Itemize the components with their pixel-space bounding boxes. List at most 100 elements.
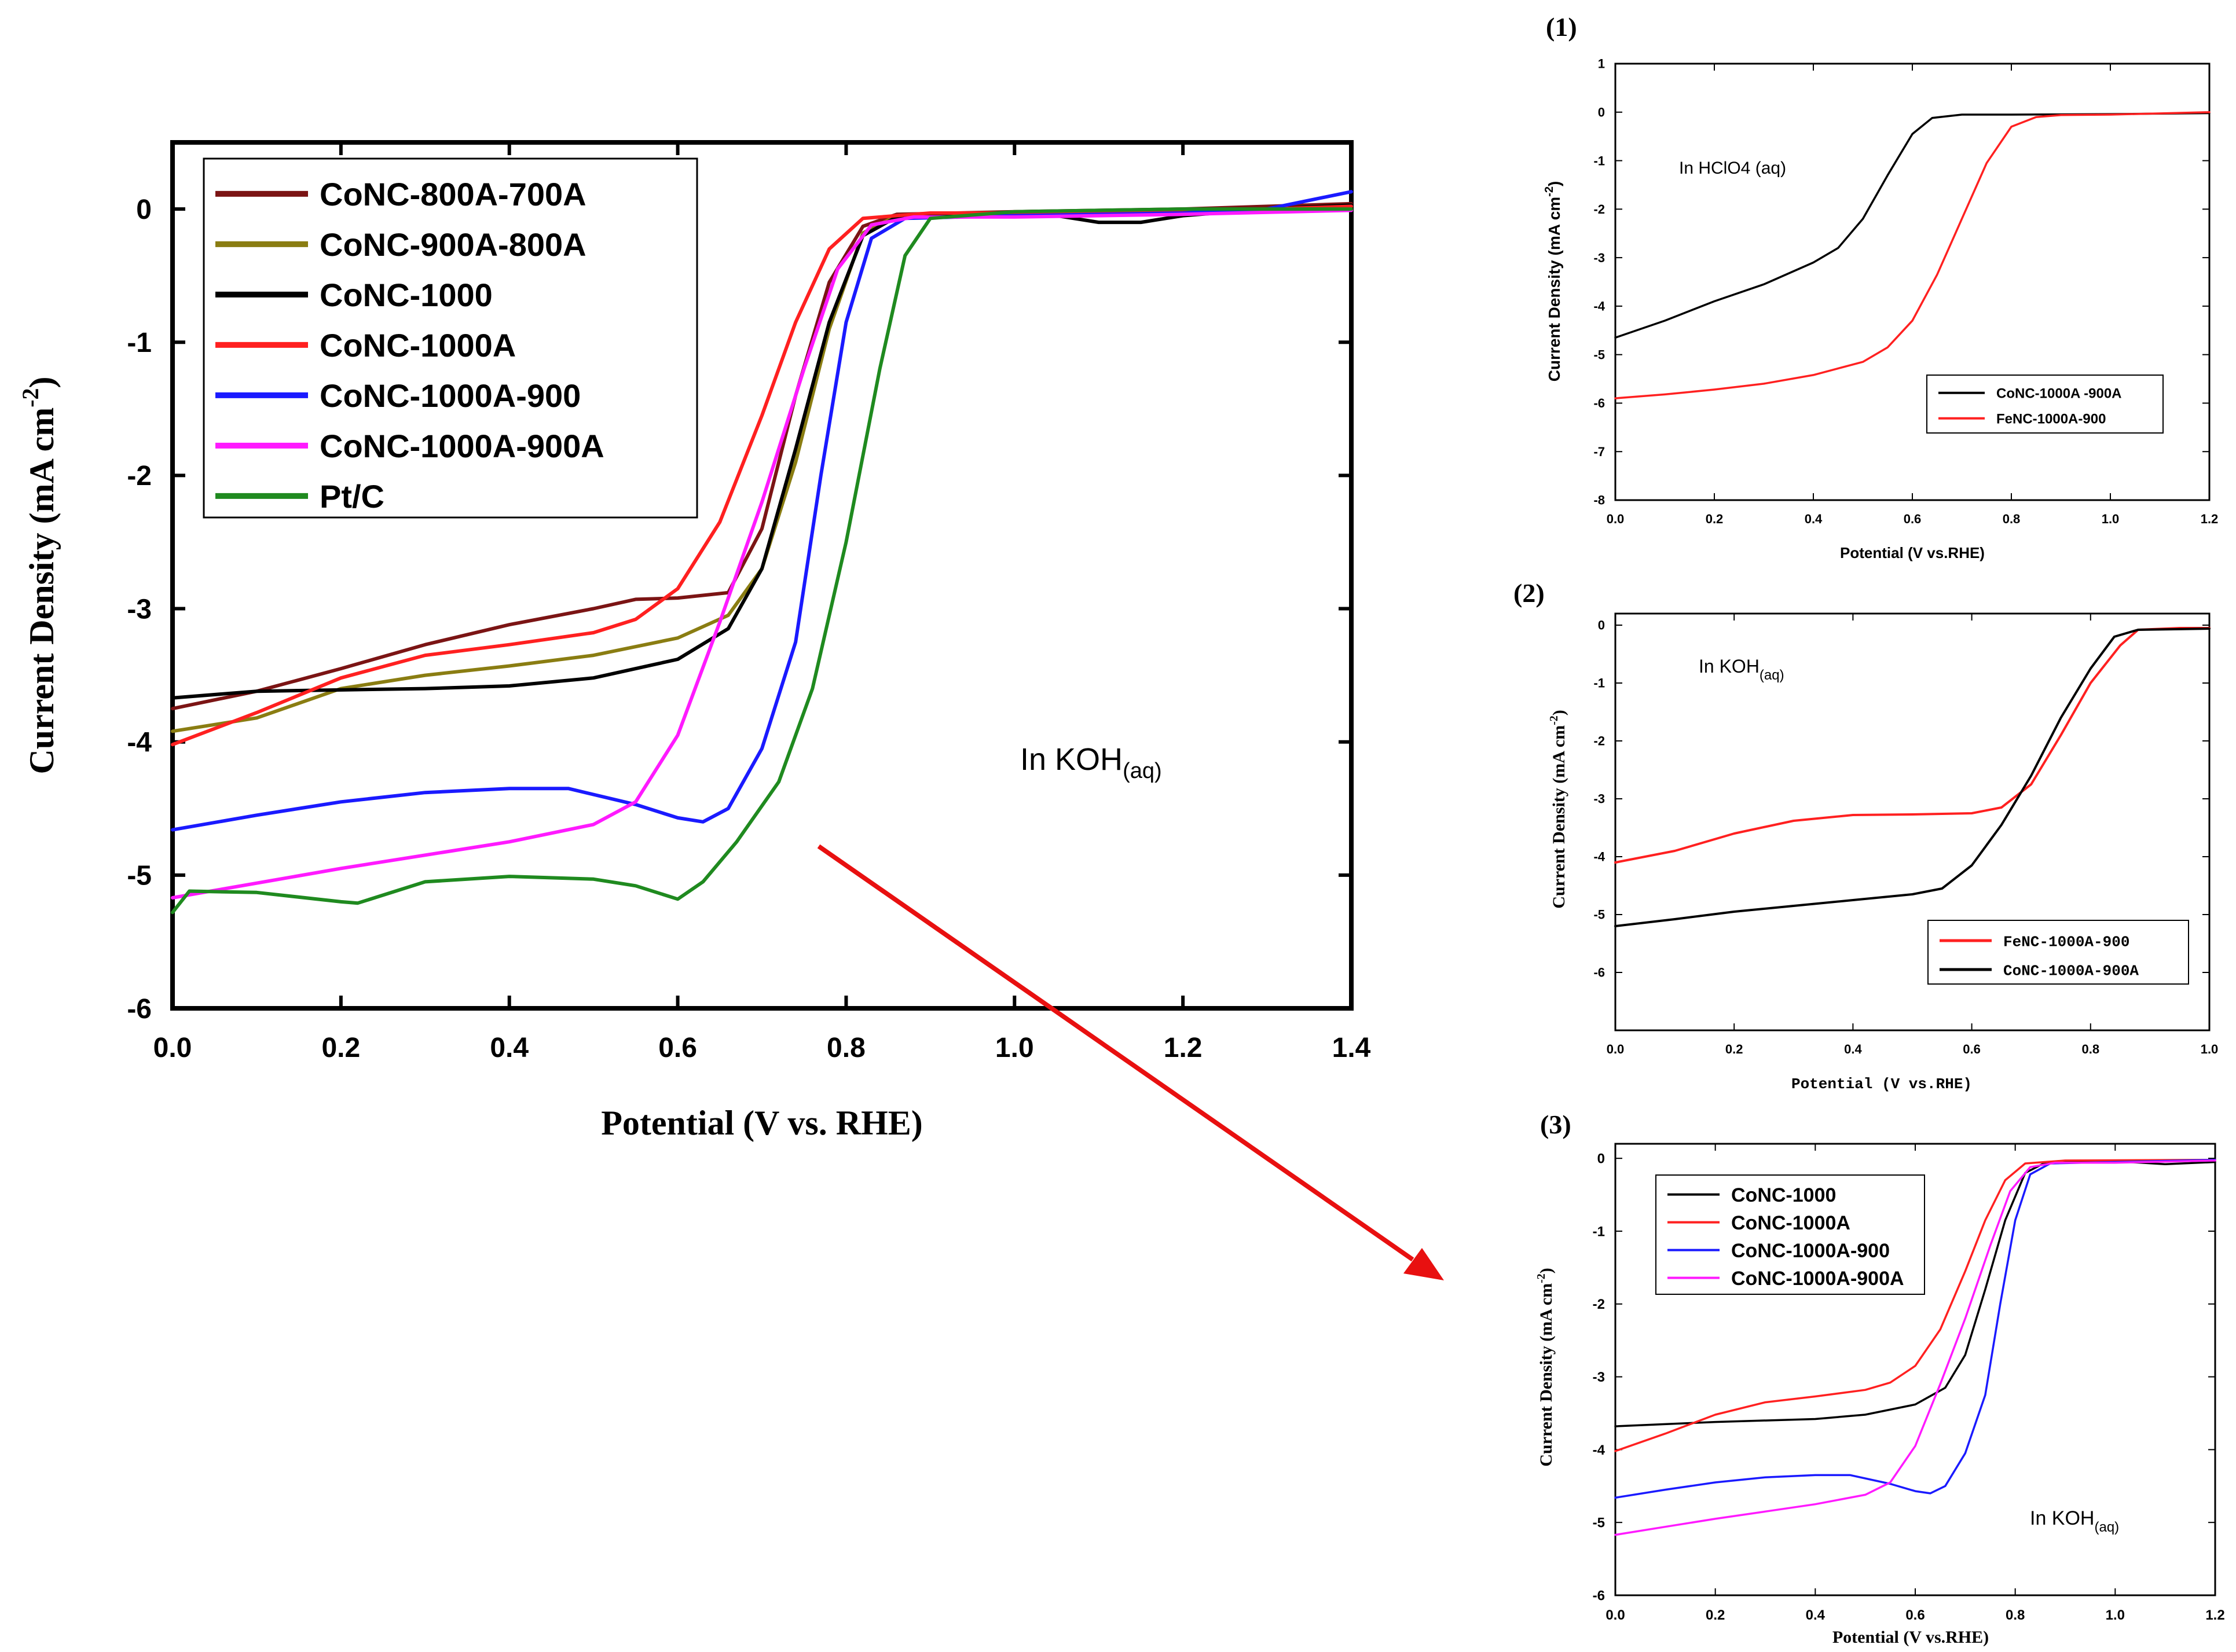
p1-x-tick-label: 1.0: [2102, 512, 2120, 526]
p2-x-tick-label: 0.4: [1844, 1042, 1862, 1056]
panel-1-y-label-close: ): [1545, 181, 1563, 186]
panel-1-y-label-text: Current Density (mA cm: [1545, 197, 1563, 381]
panel-1-legend: CoNC-1000A -900A FeNC-1000A-900: [1926, 375, 2164, 434]
arrow-head: [1403, 1248, 1444, 1280]
main-series-line-conc-1000: [171, 203, 1353, 700]
p2-y-tick-label: -5: [1593, 908, 1605, 922]
panel-3-annotation: In KOH(aq): [2030, 1507, 2119, 1535]
main-annotation-text: In KOH: [1020, 742, 1123, 777]
p2-series-line-conc-1000a-900a: [1614, 627, 2211, 927]
p3-x-tick-label: 0.6: [1905, 1607, 1925, 1623]
panel-1-x-tick-labels: 0.0 0.2 0.4 0.6 0.8 1.0 1.2: [1607, 512, 2219, 526]
main-y-label-close: ): [23, 376, 61, 388]
panel-2-y-tick-labels: 0 -1 -2 -3 -4 -5 -6: [1593, 618, 1605, 980]
p2-y-tick-label: -4: [1593, 850, 1605, 864]
p3-y-tick-label: -5: [1593, 1515, 1605, 1531]
panel-3-y-label-text: Current Density (mA cm: [1537, 1283, 1556, 1467]
p1-x-tick-label: 0.0: [1607, 512, 1625, 526]
main-legend-box: [203, 157, 698, 519]
panel-3-legend: CoNC-1000 CoNC-1000A CoNC-1000A-900 CoNC-10…: [1655, 1174, 1925, 1295]
main-y-tick-label: 0: [136, 194, 152, 225]
p1-y-tick-label: -7: [1593, 445, 1605, 459]
p1-y-tick-label: -8: [1593, 493, 1605, 508]
p3-legend-label: CoNC-1000A-900A: [1731, 1268, 1904, 1290]
panel-2-legend: FeNC-1000A-900 CoNC-1000A-900A: [1927, 920, 2189, 985]
p1-series-line-fenc-1000a-900: [1614, 111, 2211, 399]
panel-3-x-tick-labels: 0.0 0.2 0.4 0.6 0.8 1.0 1.2: [1605, 1607, 2224, 1623]
main-y-label-sup: -2: [17, 388, 43, 407]
main-x-tick-label: 0.4: [490, 1033, 529, 1063]
main-x-tick-label: 1.0: [995, 1033, 1034, 1063]
panel-2-y-label-sup: -2: [1548, 715, 1560, 725]
p3-y-tick-label: 0: [1597, 1151, 1605, 1167]
main-y-label-text: Current Density (mA cm: [23, 408, 61, 774]
main-annotation-sub: (aq): [1123, 759, 1162, 783]
main-annotation: In KOH(aq): [1020, 742, 1162, 783]
p1-x-tick-label: 0.4: [1805, 512, 1823, 526]
main-x-tick-labels: 0.0 0.2 0.4 0.6 0.8 1.0 1.2 1.4: [153, 1033, 1371, 1063]
main-series-line-pt-c: [171, 207, 1353, 915]
panel-2-y-axis-label: Current Density (mA cm-2): [1548, 710, 1568, 909]
main-series-line-conc-1000a: [171, 204, 1353, 747]
p1-y-tick-label: -4: [1593, 299, 1605, 314]
p3-legend-label: CoNC-1000A: [1731, 1212, 1850, 1234]
p3-series-line-conc-1000a-900: [1614, 1158, 2216, 1499]
panel-1-plot-frame: [1614, 63, 2211, 501]
p2-series-line-fenc-1000a-900: [1614, 627, 2211, 864]
panel-2-annotation-text: In KOH: [1699, 656, 1760, 677]
main-y-tick-label: -6: [127, 994, 152, 1025]
p3-x-tick-label: 0.4: [1806, 1607, 1826, 1623]
panel-3-series: [1614, 1158, 2216, 1536]
p3-y-tick-label: -2: [1593, 1297, 1605, 1312]
p1-y-tick-label: -3: [1593, 251, 1605, 265]
main-legend-label: Pt/C: [320, 478, 384, 515]
panel-2-label: (2): [1513, 578, 1545, 608]
p2-x-tick-label: 1.0: [2201, 1042, 2219, 1056]
p3-y-tick-label: -6: [1593, 1588, 1605, 1603]
p3-series-line-conc-1000a-900a: [1614, 1159, 2216, 1536]
p1-legend-label: FeNC-1000A-900: [1996, 411, 2106, 427]
panel-2-y-label-text: Current Density (mA cm: [1549, 725, 1568, 909]
p3-x-tick-label: 0.8: [2006, 1607, 2025, 1623]
main-y-tick-label: -4: [127, 727, 152, 758]
p1-y-tick-label: -1: [1593, 153, 1605, 168]
panel-2-annotation: In KOH(aq): [1699, 656, 1784, 683]
p2-y-tick-label: -1: [1593, 676, 1605, 691]
p2-x-tick-label: 0.2: [1725, 1042, 1743, 1056]
p3-x-tick-label: 1.0: [2106, 1607, 2125, 1623]
panel-2-chart: (2) 0.0 0.2 0.4 0.6 0.8 1.0 0 -1 -2 -3 -4 -5 -6 Pot…: [1513, 578, 2218, 1093]
panel-3-chart: (3) 0.0 0.2 0.4 0.6 0.8 1.0 1.2 0-1-2-3-4-5-6 …: [1535, 1110, 2225, 1647]
main-legend: CoNC-800A-700A CoNC-900A-800A CoNC-1000 CoN…: [203, 157, 698, 519]
arrow-shaft: [817, 844, 1414, 1262]
p2-x-tick-label: 0.0: [1607, 1042, 1625, 1056]
main-y-tick-label: -5: [127, 861, 152, 891]
panel-2-legend-box: [1927, 920, 2189, 985]
p3-y-tick-label: -1: [1593, 1224, 1605, 1239]
p1-y-tick-label: 0: [1598, 105, 1605, 119]
p2-y-tick-label: -6: [1593, 965, 1605, 980]
panel-3-y-tick-labels: 0 -1 -2 -3 -4 -5 -6: [1593, 1151, 1605, 1604]
p3-series-line-conc-1000a: [1614, 1158, 2216, 1452]
main-x-tick-label: 1.2: [1164, 1033, 1203, 1063]
panel-3-annotation-sub: (aq): [2094, 1519, 2119, 1535]
panel-2-plot-frame: [1614, 612, 2211, 1031]
main-chart: 0.0 0.2 0.4 0.6 0.8 1.0 1.2 1.4 0 -1 -2 -3 -4 -5 -6 P…: [17, 140, 1371, 1142]
p3-x-tick-label: 0.0: [1605, 1607, 1625, 1623]
p2-y-tick-label: 0: [1598, 618, 1605, 633]
main-plot-frame: [170, 140, 1354, 1011]
panel-1-y-axis-label: Current Density (mA cm-2): [1543, 181, 1563, 382]
panel-1-y-tick-labels: 1 0 -1 -2 -3 -4 -5 -6 -7 -8: [1593, 57, 1605, 508]
panel-3-label: (3): [1540, 1110, 1571, 1139]
main-x-tick-label: 0.8: [827, 1033, 866, 1063]
panel-3-y-axis-label: Current Density (mA cm-2): [1535, 1268, 1556, 1467]
main-y-tick-labels: 0 -1 -2 -3 -4 -5 -6: [127, 194, 152, 1025]
main-y-tick-label: -2: [127, 461, 152, 491]
p1-x-tick-label: 0.8: [2003, 512, 2021, 526]
panel-3-y-label-sup: -2: [1535, 1273, 1548, 1283]
main-legend-label: CoNC-900A-800A: [320, 226, 587, 263]
panel-2-x-axis-label: Potential (V vs.RHE): [1791, 1075, 1972, 1093]
main-legend-label: CoNC-1000A: [320, 327, 516, 364]
main-ticks: [171, 142, 1353, 1010]
main-legend-label: CoNC-800A-700A: [320, 176, 587, 212]
p1-x-tick-label: 0.2: [1706, 512, 1724, 526]
